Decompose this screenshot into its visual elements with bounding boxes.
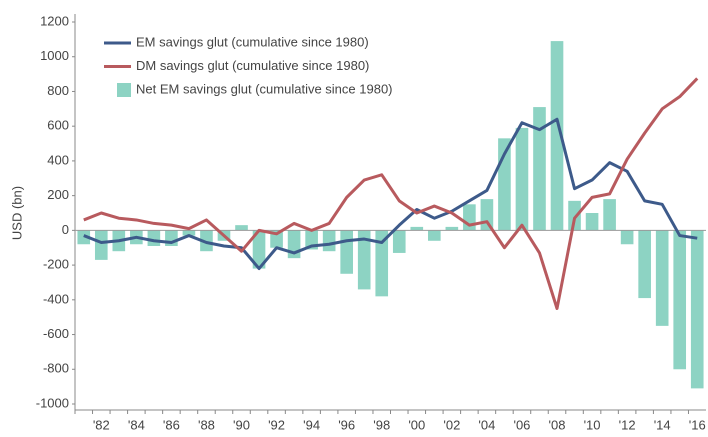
x-tick-label: '00 <box>408 417 425 432</box>
y-tick-label: -1000 <box>36 395 69 410</box>
x-tick-label: '08 <box>549 417 566 432</box>
bar <box>690 230 704 389</box>
bar <box>585 213 599 231</box>
bar <box>77 230 91 245</box>
y-tick-label: -400 <box>43 291 69 306</box>
x-tick-label: '90 <box>233 417 250 432</box>
bar <box>357 230 371 290</box>
y-tick-label: 600 <box>47 118 69 133</box>
y-tick-label: 1200 <box>40 13 69 28</box>
bar <box>392 230 406 253</box>
x-tick-label: '02 <box>443 417 460 432</box>
x-tick-label: '94 <box>303 417 320 432</box>
x-tick-label: '98 <box>373 417 390 432</box>
y-tick-label: 200 <box>47 187 69 202</box>
legend-label: EM savings glut (cumulative since 1980) <box>136 34 369 49</box>
x-tick-label: '16 <box>689 417 706 432</box>
bar <box>428 230 441 241</box>
x-tick-label: '04 <box>478 417 495 432</box>
bar <box>603 199 616 231</box>
bar <box>620 230 634 245</box>
bar <box>445 226 459 231</box>
y-tick-label: 0 <box>62 222 69 237</box>
bar <box>252 230 266 269</box>
y-tick-label: -800 <box>43 361 69 376</box>
x-tick-label: '84 <box>128 417 145 432</box>
bar <box>673 230 687 370</box>
bar <box>533 107 546 231</box>
bar <box>340 230 353 274</box>
x-tick-label: '92 <box>268 417 285 432</box>
x-tick-label: '10 <box>584 417 601 432</box>
legend-label: DM savings glut (cumulative since 1980) <box>136 58 369 73</box>
bar <box>235 225 248 231</box>
y-axis-label: USD (bn) <box>9 186 24 240</box>
y-tick-label: -200 <box>43 257 69 272</box>
y-tick-label: -600 <box>43 326 69 341</box>
bar <box>182 230 196 236</box>
legend-label: Net EM savings glut (cumulative since 19… <box>136 81 393 96</box>
y-tick-label: 800 <box>47 83 69 98</box>
x-tick-label: '12 <box>619 417 636 432</box>
x-tick-label: '06 <box>513 417 530 432</box>
bar <box>515 127 529 231</box>
y-tick-label: 1000 <box>40 48 69 63</box>
bar <box>568 200 581 231</box>
legend-swatch <box>117 83 131 97</box>
bar <box>638 230 651 299</box>
line <box>83 117 698 271</box>
bar <box>322 230 336 252</box>
bar <box>550 41 564 231</box>
line <box>83 77 699 310</box>
bar <box>94 230 108 260</box>
x-tick-label: '14 <box>654 417 671 432</box>
x-tick-label: '88 <box>198 417 215 432</box>
bar <box>200 230 213 252</box>
y-tick-label: 400 <box>47 152 69 167</box>
x-tick-label: '96 <box>338 417 355 432</box>
bar <box>410 226 424 231</box>
x-tick-label: '86 <box>163 417 180 432</box>
bar <box>147 230 161 246</box>
x-tick-label: '82 <box>93 417 110 432</box>
bar <box>375 230 389 297</box>
bar <box>655 230 669 326</box>
